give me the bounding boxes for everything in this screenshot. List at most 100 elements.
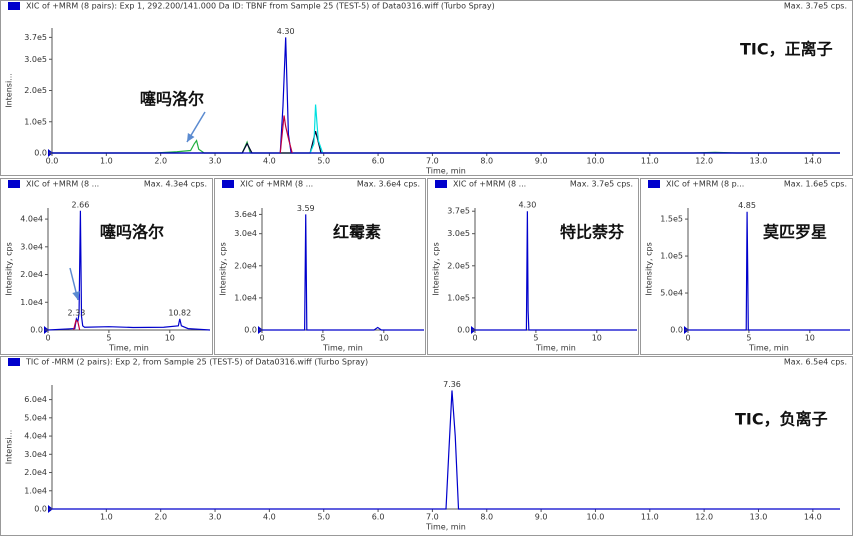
x-tick-label: 8.0	[480, 157, 493, 166]
x-tick-label: 1.0	[100, 157, 113, 166]
x-tick-label: 6.0	[372, 513, 385, 522]
y-tick-label: 1.0e4	[20, 298, 43, 307]
annotation: 噻吗洛尔	[100, 223, 164, 242]
annotation: 莫匹罗星	[762, 223, 827, 242]
y-tick-label: 2.0e5	[24, 86, 47, 95]
y-tick-label: 0.0	[670, 326, 683, 335]
max-label: Max. 6.5e4 cps.	[784, 358, 847, 367]
max-label: Max. 3.6e4 cps.	[357, 180, 420, 189]
chart-panel: XIC of +MRM (8 ... Max. 3.7e5 cps. 0 5 10 0.0…	[427, 178, 639, 355]
x-tick-label: 5	[320, 334, 325, 343]
y-tick-label: 4.0e4	[24, 432, 47, 441]
y-tick-label: 3.6e4	[234, 210, 257, 219]
x-tick-label: 2.0	[154, 157, 167, 166]
x-tick-label: 13.0	[750, 157, 768, 166]
x-tick-label: 8.0	[480, 513, 493, 522]
chart-panel: XIC of +MRM (8 p... Max. 1.6e5 cps. 0 5 10 0.…	[640, 178, 853, 355]
y-tick-label: 6.0e4	[24, 395, 47, 404]
peak-label: 10.82	[168, 308, 191, 317]
y-axis-label: Intensity, cps	[432, 242, 441, 296]
header-icon	[222, 180, 234, 188]
y-tick-label: 0.0	[244, 326, 257, 335]
max-label: Max. 4.3e4 cps.	[144, 180, 207, 189]
header-icon	[8, 358, 20, 366]
x-tick-label: 10	[592, 334, 602, 343]
x-tick-label: 0	[45, 334, 50, 343]
peak-label: 4.30	[277, 27, 295, 36]
y-tick-label: 1.0e4	[234, 293, 257, 302]
y-tick-label: 0.0	[457, 326, 470, 335]
y-tick-label: 4.0e4	[20, 215, 43, 224]
panel-frame	[0, 178, 213, 355]
chart-panel: XIC of +MRM (8 pairs): Exp 1, 292.200/14…	[0, 0, 853, 176]
x-tick-label: 7.0	[426, 157, 439, 166]
header-icon	[8, 2, 20, 10]
y-tick-label: 0.0	[34, 505, 47, 514]
y-tick-label: 3.0e5	[24, 55, 47, 64]
x-tick-label: 14.0	[804, 513, 822, 522]
x-tick-label: 7.0	[426, 513, 439, 522]
x-axis-label: Time, min	[425, 167, 466, 176]
y-tick-label: 3.7e5	[24, 33, 47, 42]
trace	[52, 130, 840, 154]
panel-title: XIC of +MRM (8 ...	[453, 180, 526, 189]
header-icon	[8, 180, 20, 188]
x-tick-label: 12.0	[695, 513, 713, 522]
trace	[279, 115, 293, 154]
x-tick-label: 4.0	[263, 157, 276, 166]
x-tick-label: 12.0	[695, 157, 713, 166]
x-axis-label: Time, min	[108, 344, 149, 353]
y-tick-label: 2.0e5	[447, 261, 470, 270]
x-tick-label: 11.0	[641, 157, 659, 166]
x-tick-label: 2.0	[154, 513, 167, 522]
panel-title: XIC of +MRM (8 ...	[26, 180, 99, 189]
trace	[72, 319, 81, 331]
x-axis-label: Time, min	[748, 344, 789, 353]
x-tick-label: 13.0	[750, 513, 768, 522]
trace	[262, 214, 424, 331]
x-tick-label: 0	[685, 334, 690, 343]
x-tick-label: 10	[805, 334, 815, 343]
y-axis-label: Intensity, cps	[5, 242, 14, 296]
y-tick-label: 1.0e5	[660, 252, 683, 261]
header-icon	[435, 180, 447, 188]
panel-frame	[0, 356, 853, 536]
x-tick-label: 10	[379, 334, 389, 343]
chart-panel: XIC of +MRM (8 ... Max. 4.3e4 cps. 0 5 10 0.0…	[0, 178, 213, 355]
x-tick-label: 3.0	[209, 157, 222, 166]
y-tick-label: 2.0e4	[24, 468, 47, 477]
panel-frame	[427, 178, 639, 355]
trace	[309, 104, 324, 154]
x-tick-label: 5	[106, 334, 111, 343]
x-tick-label: 5.0	[317, 513, 330, 522]
peak-label: 7.36	[443, 380, 461, 389]
trace	[52, 139, 840, 154]
x-tick-label: 9.0	[535, 513, 548, 522]
x-tick-label: 3.0	[209, 513, 222, 522]
y-tick-label: 0.0	[30, 326, 43, 335]
y-tick-label: 2.0e4	[20, 270, 43, 279]
y-tick-label: 3.0e4	[20, 242, 43, 251]
trace	[475, 211, 637, 331]
panel-frame	[0, 0, 853, 176]
x-tick-label: 4.0	[263, 513, 276, 522]
panel-title: XIC of +MRM (8 ...	[240, 180, 313, 189]
y-tick-label: 1.0e5	[447, 293, 470, 302]
y-axis-label: Intensity, cps	[219, 242, 228, 296]
y-tick-label: 1.0e4	[24, 486, 47, 495]
y-tick-label: 3.0e5	[447, 229, 470, 238]
y-tick-label: 0.0	[34, 149, 47, 158]
trace	[688, 211, 850, 331]
x-tick-label: 10.0	[587, 157, 605, 166]
y-axis-label: Intensi...	[5, 430, 14, 465]
annotation: TIC，正离子	[740, 40, 833, 59]
x-tick-label: 14.0	[804, 157, 822, 166]
annotation: 噻吗洛尔	[140, 90, 204, 109]
y-tick-label: 3.7e5	[447, 207, 470, 216]
arrow-head	[187, 133, 195, 142]
annotation: 红霉素	[333, 223, 381, 242]
max-label: Max. 3.7e5 cps.	[570, 180, 633, 189]
chart-panel: XIC of +MRM (8 ... Max. 3.6e4 cps. 0 5 10 0.0…	[214, 178, 426, 355]
panel-title: TIC of -MRM (2 pairs): Exp 2, from Sampl…	[25, 358, 368, 367]
